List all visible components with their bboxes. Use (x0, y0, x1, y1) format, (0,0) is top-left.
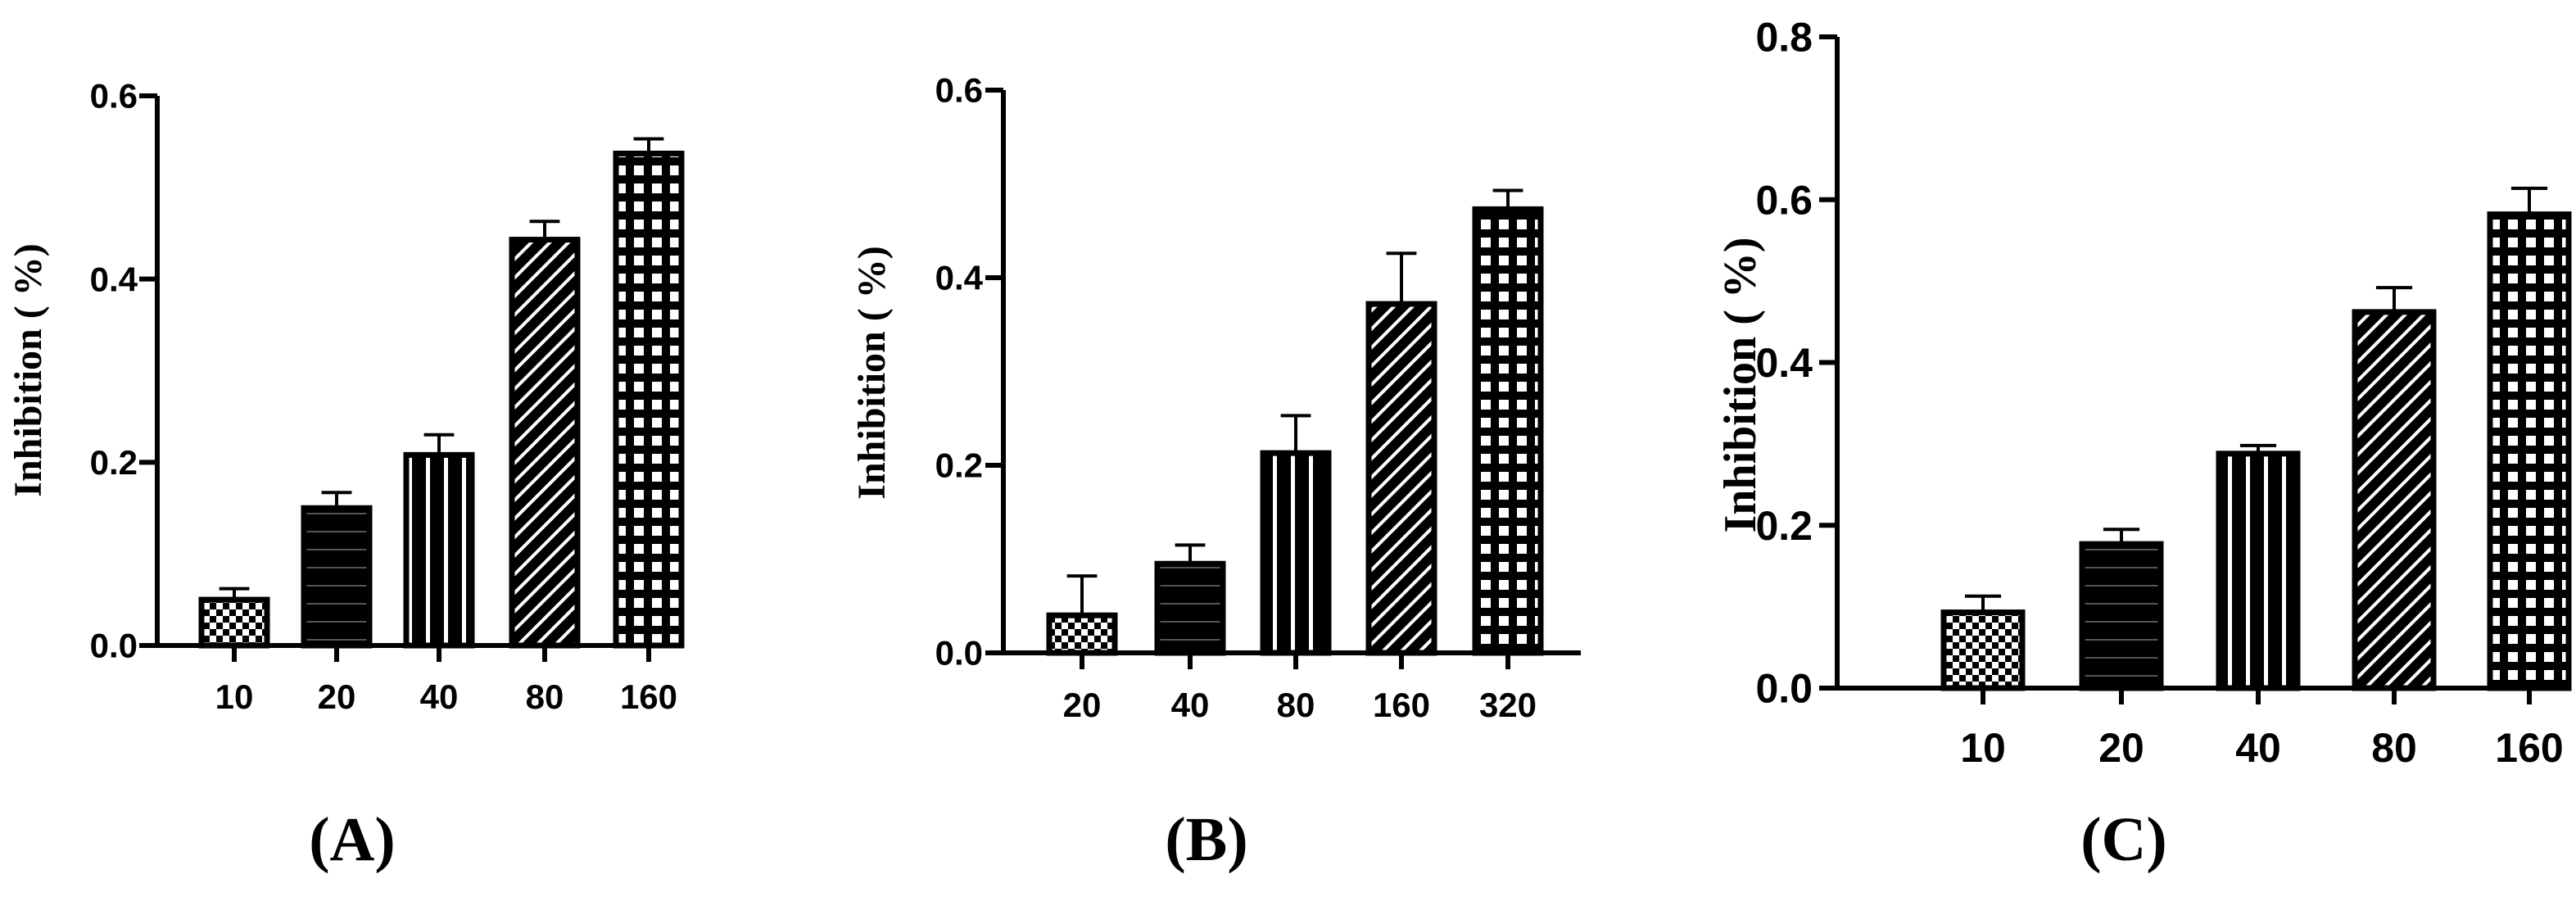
x-tick-label: 10 (215, 677, 254, 716)
y-tick-label: 0.6 (90, 77, 138, 116)
y-tick-label: 0.6 (935, 71, 983, 110)
bar-160 (1365, 301, 1437, 656)
x-tick-label: 10 (1960, 725, 2006, 771)
bar-20 (1046, 612, 1118, 656)
chart-panel-a: 0.0 0.2 0.4 0.6 10 20 40 80 160 Inhibition ( %) (A… (7, 77, 685, 874)
x-tick-label: 40 (420, 677, 459, 716)
bar-40 (2216, 451, 2301, 691)
y-axis-label: Inhibition ( %) (7, 243, 50, 496)
bar-40 (1154, 560, 1226, 656)
x-tick-label: 160 (620, 677, 677, 716)
bar-40 (403, 451, 475, 649)
bar-20 (2079, 541, 2164, 691)
y-tick-label: 0.8 (1755, 15, 1813, 61)
y-tick-label: 0.2 (1755, 503, 1813, 549)
x-tick-label: 160 (1373, 686, 1430, 724)
bar-80 (1260, 450, 1332, 656)
y-tick-label: 0.2 (935, 446, 983, 485)
x-tick-label: 40 (1171, 686, 1210, 724)
panel-label: (A) (309, 805, 396, 874)
bar-80 (2352, 309, 2437, 691)
bar-10 (198, 596, 270, 649)
x-tick-label: 80 (526, 677, 564, 716)
chart-panel-c: 0.0 0.2 0.4 0.6 0.8 10 20 40 80 160 Inhibition ( %… (1715, 15, 2572, 874)
x-tick-label: 80 (1277, 686, 1315, 724)
y-tick-label: 0.2 (90, 443, 138, 482)
x-tick-label: 320 (1479, 686, 1537, 724)
bar-320 (1472, 206, 1544, 656)
bar-160 (613, 150, 685, 649)
x-tick-label: 20 (318, 677, 356, 716)
y-tick-label: 0.0 (1755, 666, 1813, 712)
bar-80 (509, 237, 581, 649)
x-tick-label: 160 (2495, 725, 2563, 771)
y-tick-label: 0.0 (90, 627, 138, 665)
y-axis-label: Inhibition ( %) (1715, 238, 1766, 533)
panel-label: (B) (1165, 805, 1247, 874)
y-axis-label: Inhibition ( %) (850, 246, 894, 499)
x-tick-label: 20 (1063, 686, 1102, 724)
x-tick-label: 20 (2098, 725, 2144, 771)
bar-160 (2487, 211, 2572, 691)
bar-20 (301, 505, 373, 649)
y-tick-label: 0.4 (90, 260, 138, 298)
chart-panel-b: 0.0 0.2 0.4 0.6 20 40 80 160 320 Inhibition ( %) (… (850, 71, 1581, 874)
y-tick-label: 0.6 (1755, 177, 1813, 223)
y-tick-label: 0.0 (935, 634, 983, 673)
y-tick-label: 0.4 (935, 259, 984, 297)
bar-10 (1940, 609, 2026, 691)
y-tick-label: 0.4 (1755, 340, 1813, 386)
panel-label: (C) (2080, 805, 2167, 874)
x-tick-label: 40 (2235, 725, 2281, 771)
x-tick-label: 80 (2371, 725, 2417, 771)
